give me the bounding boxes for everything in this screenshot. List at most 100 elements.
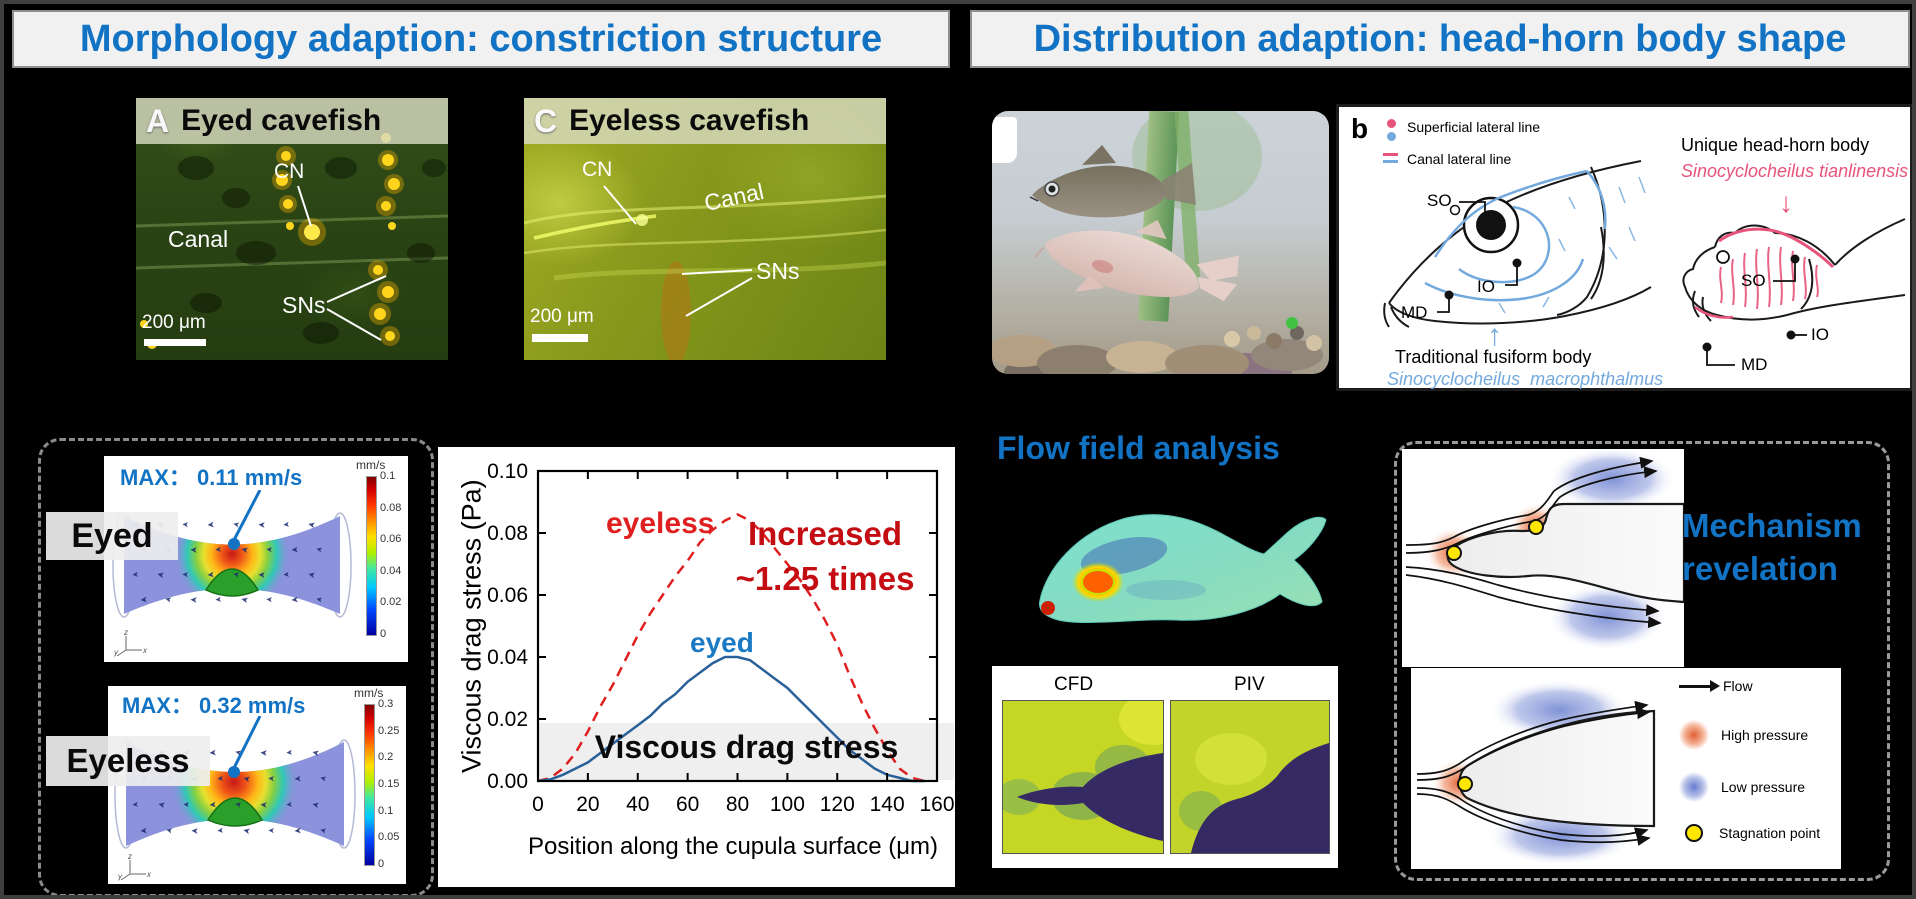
colorbar-ticks: 0.1 0.08 0.06 0.04 0.02 0: [380, 470, 402, 640]
stagnation-point-icon: [1685, 824, 1703, 842]
chart-x-axis-label: Position along the cupula surface (μm): [527, 833, 939, 860]
svg-text:z: z: [123, 628, 128, 637]
svg-text:y: y: [114, 648, 119, 657]
scale-bar: [532, 334, 588, 342]
high-pressure-icon: [1679, 720, 1709, 750]
left-panel-title: Morphology adaption: constriction struct…: [79, 17, 883, 60]
svg-text:0.02: 0.02: [487, 708, 528, 731]
legend-canal-label: Canal lateral line: [1407, 151, 1512, 167]
colorbar: [364, 704, 375, 866]
svg-text:120: 120: [820, 793, 855, 816]
piv-image: [1170, 700, 1330, 854]
mechanism-group-box: [1394, 441, 1890, 881]
svg-text:0.04: 0.04: [487, 646, 528, 669]
up-arrow-icon: ↑: [1487, 319, 1502, 352]
canal-simulation-graphic: [112, 490, 352, 618]
svg-text:0.06: 0.06: [487, 584, 528, 607]
superficial-dot-pink-icon: [1387, 119, 1396, 128]
fusiform-flow-diagram: [1416, 680, 1656, 866]
legend-flow-label: Flow: [1723, 678, 1753, 694]
svg-text:0.00: 0.00: [487, 770, 528, 793]
down-arrow-icon: ↓: [1779, 187, 1793, 218]
svg-text:60: 60: [676, 793, 699, 816]
svg-text:0.10: 0.10: [487, 460, 528, 483]
legend-low-pressure: Low pressure: [1679, 772, 1805, 802]
so-label-right: SO: [1741, 271, 1766, 290]
micrograph-eyed-overlay: [136, 133, 448, 349]
canal-line-blue-icon: [1383, 160, 1398, 163]
low-pressure-icon: [1679, 772, 1709, 802]
io-label-right: IO: [1811, 325, 1829, 344]
mechanism-headhorn-panel: [1402, 447, 1686, 667]
lateral-line-diagram-art: [1383, 160, 1906, 366]
colorbar-unit: mm/s: [356, 458, 386, 472]
legend-stagnation-point: Stagnation point: [1685, 824, 1820, 842]
micrograph-eyed-title: Eyed cavefish: [181, 104, 382, 137]
viscous-drag-chart: 0 20 40 60 80 100 120 140 160 0.00 0.02 0.04 0.06 0.0…: [438, 447, 955, 887]
svg-text:20: 20: [576, 793, 599, 816]
svg-text:x: x: [142, 646, 148, 655]
flow-field-title: Flow field analysis: [997, 430, 1280, 466]
cfd-fish-graphic: [1039, 514, 1327, 624]
eyed-fish: [1029, 145, 1196, 218]
increase-annotation-line2: ~1.25 times: [735, 560, 915, 597]
eyeless-side-label: Eyeless: [46, 736, 210, 786]
panel-tag-c: C: [534, 102, 558, 139]
right-species-name: Sinocyclocheilus tianlinensis: [1681, 161, 1909, 181]
colorbar: [366, 476, 377, 636]
micrograph-eyeless-header: C Eyeless cavefish: [524, 98, 886, 144]
legend-high-pressure: High pressure: [1679, 720, 1808, 750]
eyed-series-label: eyed: [690, 627, 754, 658]
so-label-left: SO: [1427, 191, 1452, 210]
svg-text:100: 100: [770, 793, 805, 816]
left-panel-title-bar: Morphology adaption: constriction struct…: [12, 10, 950, 68]
md-label-right: MD: [1741, 355, 1768, 374]
right-panel-title-bar: Distribution adaption: head-horn body sh…: [970, 10, 1910, 68]
sns-label: SNs: [282, 292, 326, 318]
simulation-group-box: [38, 438, 434, 895]
increase-annotation-line1: Increased: [747, 515, 903, 552]
cfd-title: CFD: [1054, 674, 1094, 695]
colorbar-unit: mm/s: [354, 686, 384, 700]
mechanism-title-line1: Mechanism: [1682, 507, 1862, 544]
superficial-dot-blue-icon: [1387, 132, 1396, 141]
chart-plot: 0 20 40 60 80 100 120 140 160 0.00 0.02 0.04 0.06 0.0…: [487, 460, 954, 816]
mechanism-title: Mechanism revelation: [1682, 504, 1862, 590]
cavefish-aquarium-photo: [992, 111, 1329, 374]
micrograph-eyed-cavefish: A Eyed cavefish CN Canal SNs 200 μm: [136, 98, 448, 360]
sns-label: SNs: [756, 258, 800, 284]
cfd-piv-comparison: CFD PIV: [992, 666, 1338, 868]
cn-label: CN: [274, 160, 305, 183]
legend-flow: Flow: [1679, 678, 1753, 694]
lateral-line-diagram: b Superficial lateral line Canal lateral…: [1336, 104, 1912, 391]
svg-text:140: 140: [870, 793, 905, 816]
max-velocity-label: MAX： 0.11 mm/s: [120, 465, 303, 490]
piv-title: PIV: [1234, 674, 1265, 695]
panel-tag-a: A: [146, 102, 170, 139]
colorbar-ticks: 0.3 0.25 0.2 0.15 0.1 0.05 0: [378, 698, 400, 870]
micrograph-eyeless-overlay: [524, 185, 886, 360]
chart-band-label: Viscous drag stress: [594, 729, 899, 765]
cfd-image: [1002, 700, 1164, 854]
legend-low-label: Low pressure: [1721, 779, 1806, 795]
mechanism-title-line2: revelation: [1682, 550, 1838, 587]
svg-text:z: z: [127, 852, 132, 861]
scale-bar: [144, 339, 206, 346]
chart-highlight-band: [539, 723, 954, 780]
diagram-tag-b: b: [1351, 113, 1369, 144]
canal-line-pink-icon: [1383, 153, 1398, 156]
legend-superficial-label: Superficial lateral line: [1407, 119, 1541, 135]
right-panel-title: Distribution adaption: head-horn body sh…: [1033, 17, 1847, 60]
left-caption: Traditional fusiform body: [1395, 347, 1592, 367]
svg-text:0: 0: [532, 793, 544, 816]
cfd-simulation-eyeless: MAX： 0.32 mm/s ➤ ➤ ➤ ➤ ➤ ➤ ➤ ➤ ➤ ➤ ➤ ➤ ➤ ➤ ➤ ➤ ➤ ➤ ➤ ➤ ➤ ➤ ➤ ➤ ➤…: [108, 686, 406, 884]
xyz-axes-icon: z x y: [118, 852, 152, 881]
cn-neuromast-spot: [304, 224, 320, 240]
eyeless-series-label: eyeless: [606, 507, 715, 540]
photo-corner-notch: [992, 117, 1017, 163]
aquarium-photo-graphic: [992, 111, 1323, 374]
micrograph-eyeless-title: Eyeless cavefish: [569, 104, 810, 137]
md-label-left: MD: [1401, 303, 1428, 322]
io-label-left: IO: [1477, 277, 1495, 296]
increase-annotation: Increased ~1.25 times: [702, 511, 948, 601]
